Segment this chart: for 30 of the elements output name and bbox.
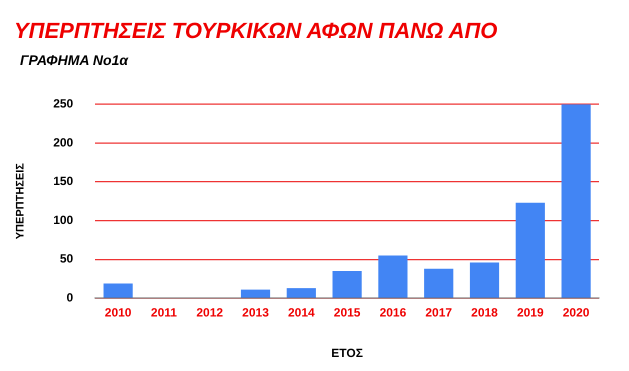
x-axis-title: ΕΤΟΣ bbox=[331, 346, 363, 360]
x-tick-label: 2016 bbox=[380, 306, 407, 320]
x-tick-label: 2015 bbox=[334, 306, 361, 320]
y-axis-title: ΥΠΕΡΠΤΗΣΕΙΣ bbox=[14, 162, 27, 240]
bar bbox=[240, 290, 270, 298]
y-tick-label: 250 bbox=[53, 96, 74, 111]
y-tick-label: 150 bbox=[53, 174, 74, 188]
x-tick-label: 2013 bbox=[242, 306, 270, 320]
bar bbox=[424, 268, 454, 298]
x-tick-label: 2011 bbox=[150, 306, 178, 320]
x-tick-label: 2020 bbox=[562, 306, 590, 320]
chart-subtitle: ΓΡΑΦΗΜΑ Νο1α bbox=[20, 52, 128, 68]
x-tick-label: 2014 bbox=[288, 306, 315, 320]
x-tick-label: 2012 bbox=[196, 306, 224, 320]
bar bbox=[378, 256, 408, 298]
x-tick-label: 2019 bbox=[516, 306, 544, 320]
y-tick-label: 50 bbox=[60, 252, 74, 266]
bar bbox=[516, 202, 545, 298]
y-tick-label: 100 bbox=[53, 212, 74, 227]
y-tick-label: 0 bbox=[66, 290, 74, 305]
x-tick-label: 2017 bbox=[425, 306, 452, 320]
chart-title: ΥΠΕΡΠΤΗΣΕΙΣ ΤΟΥΡΚΙΚΩΝ ΑΦΩΝ ΠΑΝΩ ΑΠΟ bbox=[14, 18, 498, 44]
bar bbox=[332, 271, 362, 298]
bar bbox=[104, 283, 133, 298]
x-tick-label: 2018 bbox=[471, 306, 498, 320]
bar bbox=[470, 262, 500, 298]
bar bbox=[562, 104, 591, 298]
x-tick-label: 2010 bbox=[104, 306, 132, 320]
y-tick-label: 200 bbox=[53, 135, 74, 150]
bar bbox=[286, 288, 316, 298]
